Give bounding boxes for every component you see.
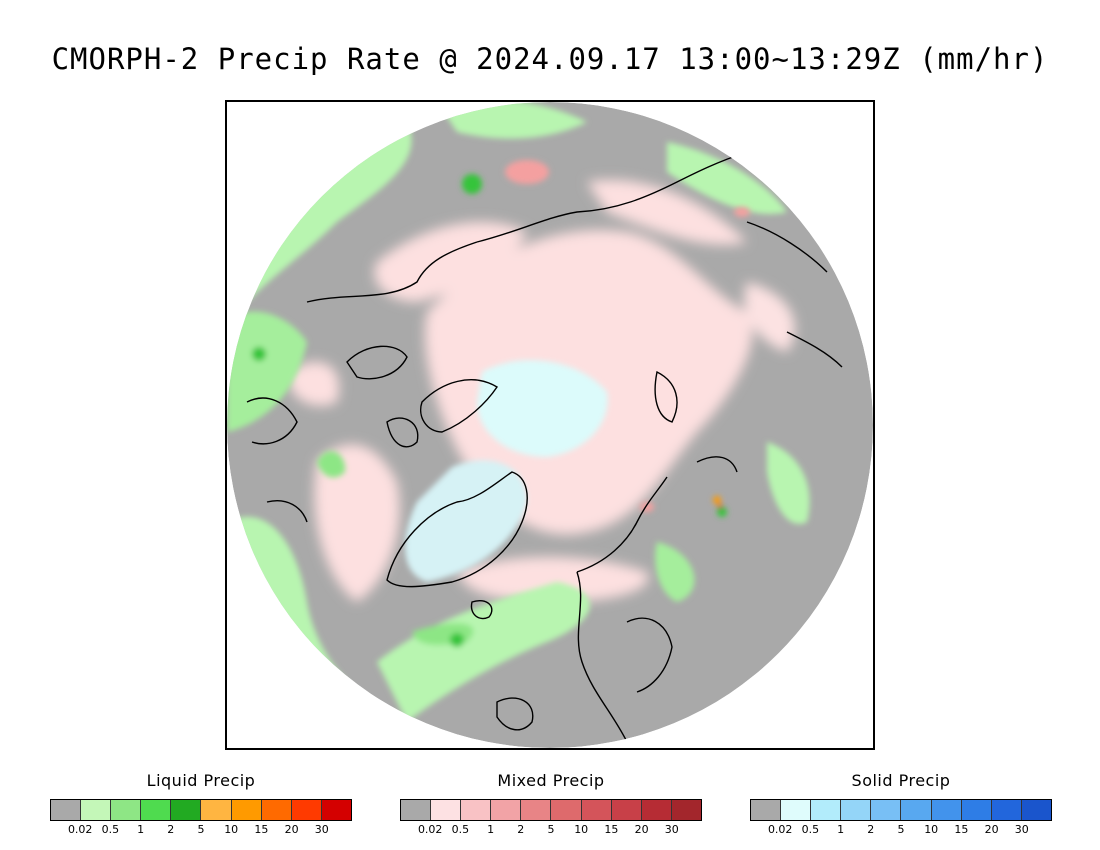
- legend-liquid-swatch: [81, 800, 112, 820]
- legend-liquid-tick: 0.5: [101, 823, 120, 836]
- legend-liquid-tick: 0.02: [67, 823, 93, 836]
- legend-liquid-swatch: [261, 800, 292, 820]
- legend-liquid-tick: 10: [224, 823, 239, 836]
- legend-liquid-swatch: [111, 800, 142, 820]
- legend-solid-tick: 15: [954, 823, 969, 836]
- legend-liquid-colorbar: [50, 799, 352, 821]
- legend-liquid-tick: 1: [137, 823, 145, 836]
- legend-mixed-swatch: [611, 800, 642, 820]
- map-canvas: [227, 102, 873, 748]
- legend-solid-tick: 2: [867, 823, 875, 836]
- legend-solid-swatch: [901, 800, 932, 820]
- legend-solid-title: Solid Precip: [851, 771, 951, 790]
- legend-mixed-tick: 15: [604, 823, 619, 836]
- legend-mixed-swatch: [401, 800, 432, 820]
- greenland-coast: [386, 471, 528, 588]
- legend-mixed-swatch: [581, 800, 612, 820]
- legend-mixed-tick: 5: [547, 823, 555, 836]
- legend-liquid-swatch: [291, 800, 322, 820]
- legend-liquid-title: Liquid Precip: [146, 771, 256, 790]
- legend-mixed-tick: 0.02: [417, 823, 443, 836]
- legend-liquid-swatch: [201, 800, 232, 820]
- legend-mixed-tick: 1: [487, 823, 495, 836]
- legend-liquid-swatch: [231, 800, 262, 820]
- legend-mixed-swatch: [461, 800, 492, 820]
- legend-liquid-tick: 2: [167, 823, 175, 836]
- legend-mixed-swatch: [641, 800, 672, 820]
- legend-solid-swatch: [931, 800, 962, 820]
- legend-solid-tick: 5: [897, 823, 905, 836]
- legend-mixed-swatch: [491, 800, 522, 820]
- legend-solid-swatch: [751, 800, 782, 820]
- legend-solid-colorbar: [750, 799, 1052, 821]
- solid-precip-areas: [405, 360, 608, 582]
- legend-solid-tick: 0.02: [767, 823, 793, 836]
- legend-mixed-tick: 30: [664, 823, 679, 836]
- canadian-archipelago-coast: [420, 379, 498, 433]
- scandinavia-coast: [626, 617, 673, 693]
- map-title: CMORPH-2 Precip Rate @ 2024.09.17 13:00~…: [51, 42, 1049, 76]
- legend-liquid-tick: 30: [314, 823, 329, 836]
- legend-liquid-swatch: [321, 800, 351, 820]
- legend-mixed-ticks: 0.02 0.5 1 2 5 10 15 20 30: [400, 823, 702, 837]
- legend-solid-ticks: 0.02 0.5 1 2 5 10 15 20 30: [750, 823, 1052, 837]
- legend-mixed-tick: 0.5: [451, 823, 470, 836]
- legend-liquid-swatch: [171, 800, 202, 820]
- legend-mixed-tick: 2: [517, 823, 525, 836]
- legend-solid-tick: 0.5: [801, 823, 820, 836]
- legend-mixed-swatch: [521, 800, 552, 820]
- legend-liquid-ticks: 0.02 0.5 1 2 5 10 15 20 30: [50, 823, 352, 837]
- legend-mixed-title: Mixed Precip: [497, 771, 605, 790]
- precip-map: [225, 100, 875, 750]
- iceland-coast: [470, 600, 493, 620]
- legend-solid-tick: 10: [924, 823, 939, 836]
- legend-solid-swatch: [781, 800, 812, 820]
- legend-solid-swatch: [841, 800, 872, 820]
- legend-liquid-swatch: [51, 800, 82, 820]
- legend-liquid: Liquid Precip 0.02 0.5 1 2 5 10 15 20 30: [50, 770, 352, 837]
- legend-mixed-tick: 20: [634, 823, 649, 836]
- legend-solid: Solid Precip 0.02 0.5 1 2 5 10 15 20 30: [750, 770, 1052, 837]
- legend-solid-swatch: [1021, 800, 1051, 820]
- legend-liquid-tick: 5: [197, 823, 205, 836]
- legend-mixed-swatch: [431, 800, 462, 820]
- british-isles-coast: [496, 697, 534, 731]
- coastlines: [246, 151, 843, 743]
- legend-liquid-tick: 15: [254, 823, 269, 836]
- legend-solid-tick: 20: [984, 823, 999, 836]
- legend-mixed-colorbar: [400, 799, 702, 821]
- legend-solid-tick: 30: [1014, 823, 1029, 836]
- legend-solid-swatch: [811, 800, 842, 820]
- legend-mixed: Mixed Precip 0.02 0.5 1 2 5 10 15 20 30: [400, 770, 702, 837]
- legend-mixed-tick: 10: [574, 823, 589, 836]
- legend-liquid-swatch: [141, 800, 172, 820]
- map-disk: [227, 102, 873, 748]
- legend-solid-swatch: [961, 800, 992, 820]
- legend-mixed-swatch: [671, 800, 701, 820]
- legend-solid-swatch: [871, 800, 902, 820]
- legend-solid-tick: 1: [837, 823, 845, 836]
- mixed-moderate-spots: [505, 160, 750, 512]
- legend-liquid-tick: 20: [284, 823, 299, 836]
- legend-mixed-swatch: [551, 800, 582, 820]
- legend-solid-swatch: [991, 800, 1022, 820]
